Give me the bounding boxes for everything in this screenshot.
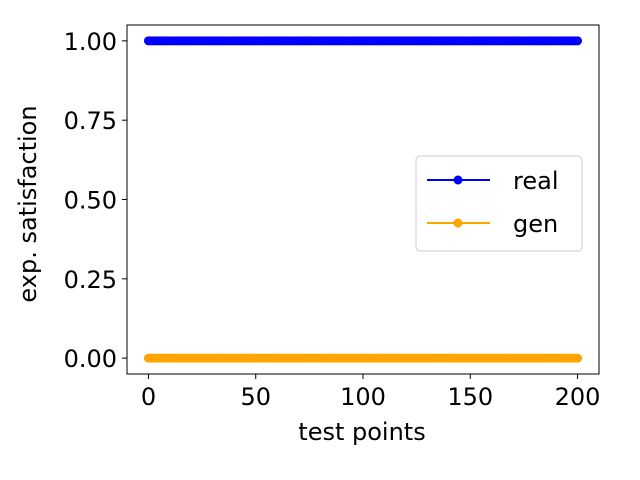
legend-item-gen: gen (427, 210, 558, 238)
legend-label: real (513, 167, 558, 195)
x-tick-label: 150 (447, 383, 493, 411)
series-gen (143, 353, 583, 363)
x-tick-label: 200 (555, 383, 601, 411)
plot-area (143, 36, 583, 363)
x-tick-label: 50 (240, 383, 271, 411)
legend-item-real: real (427, 167, 558, 195)
data-point (573, 36, 583, 46)
data-point (573, 353, 583, 363)
x-axis-label: test points (298, 418, 425, 446)
y-tick-label: 0.50 (64, 187, 117, 215)
y-tick-label: 1.00 (64, 28, 117, 56)
y-tick-label: 0.75 (64, 107, 117, 135)
legend: real gen (415, 155, 583, 252)
y-tick-label: 0.00 (64, 345, 117, 373)
y-axis-label: exp. satisfaction (14, 105, 42, 302)
x-tick-label: 0 (141, 383, 156, 411)
legend-label: gen (513, 210, 558, 238)
legend-marker (453, 175, 463, 185)
legend-marker (453, 218, 463, 228)
y-axis: 0.00 0.25 0.50 0.75 1.00 (64, 28, 127, 373)
x-axis: 0 50 100 150 200 (141, 374, 601, 411)
y-tick-label: 0.25 (64, 266, 117, 294)
x-tick-label: 100 (340, 383, 386, 411)
series-real (143, 36, 583, 46)
